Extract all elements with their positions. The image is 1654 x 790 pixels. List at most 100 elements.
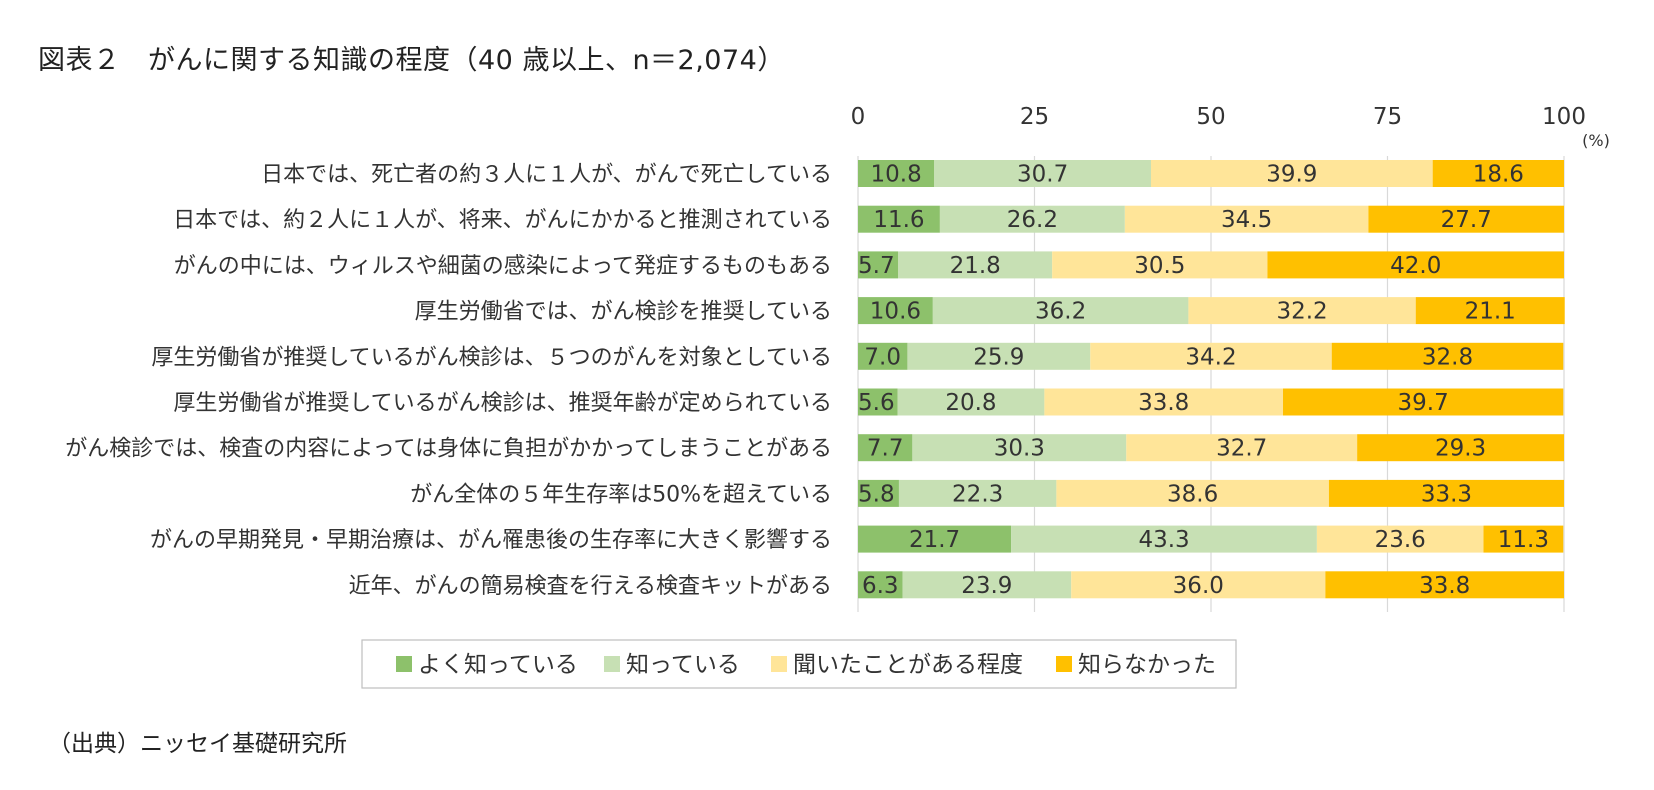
value-label: 42.0 bbox=[1390, 253, 1441, 279]
category-label: 近年、がんの簡易検査を行える検査キットがある bbox=[349, 574, 832, 599]
value-label: 30.3 bbox=[994, 436, 1045, 462]
bar-segment bbox=[1052, 251, 1268, 279]
bar-segment bbox=[898, 251, 1053, 279]
x-tick-label: 100 bbox=[1542, 104, 1586, 130]
category-label: 厚生労働省が推奨しているがん検診は、推奨年齢が定められている bbox=[173, 391, 832, 416]
bar-segment bbox=[1126, 434, 1358, 462]
legend-label: よく知っている bbox=[418, 652, 578, 678]
bar-segment bbox=[1368, 205, 1564, 233]
value-label: 18.6 bbox=[1473, 162, 1524, 188]
bar-segment bbox=[898, 479, 1057, 507]
bar-segment bbox=[1188, 297, 1416, 325]
legend-label: 知らなかった bbox=[1078, 652, 1216, 678]
value-label: 5.7 bbox=[858, 253, 895, 279]
bar-segment bbox=[1071, 571, 1326, 599]
value-label: 5.6 bbox=[858, 390, 895, 416]
category-label: 日本では、約２人に１人が、将来、がんにかかると推測されている bbox=[173, 208, 832, 233]
legend-swatch bbox=[1056, 656, 1072, 672]
value-label: 21.7 bbox=[909, 527, 960, 553]
bar-segment bbox=[858, 342, 908, 370]
value-label: 32.7 bbox=[1216, 436, 1267, 462]
bar-segment bbox=[1011, 525, 1317, 553]
unit-label: (%) bbox=[1582, 131, 1610, 150]
category-label: がん全体の５年生存率は50%を超えている bbox=[410, 482, 832, 507]
legend-swatch bbox=[604, 656, 620, 672]
bar-segment bbox=[1328, 479, 1564, 507]
bar-segment bbox=[1432, 160, 1564, 187]
value-label: 21.1 bbox=[1465, 299, 1516, 325]
category-label: がんの中には、ウィルスや細菌の感染によって発症するものもある bbox=[174, 254, 832, 279]
legend-swatch bbox=[396, 656, 412, 672]
bar-segment bbox=[1090, 342, 1332, 370]
value-label: 33.3 bbox=[1421, 481, 1472, 507]
category-label: 厚生労働省が推奨しているがん検診は、５つのがんを対象としている bbox=[151, 345, 832, 370]
value-label: 7.7 bbox=[867, 436, 904, 462]
value-label: 34.2 bbox=[1185, 344, 1236, 370]
bar-segment bbox=[1124, 205, 1369, 233]
bar-segment bbox=[934, 160, 1151, 187]
bar-segment bbox=[907, 342, 1091, 370]
bar-segment bbox=[858, 571, 903, 599]
bar-segment bbox=[858, 205, 940, 233]
bar-segment bbox=[858, 251, 899, 279]
bar-segment bbox=[858, 388, 898, 416]
legend-swatch bbox=[771, 656, 787, 672]
x-tick-label: 25 bbox=[1020, 104, 1049, 130]
category-label: がんの早期発見・早期治療は、がん罹患後の生存率に大きく影響する bbox=[150, 528, 832, 553]
value-label: 39.9 bbox=[1266, 162, 1317, 188]
value-label: 27.7 bbox=[1441, 207, 1492, 233]
category-label: 日本では、死亡者の約３人に１人が、がんで死亡している bbox=[261, 163, 832, 188]
bar-segment bbox=[858, 160, 935, 187]
bar-segment bbox=[858, 479, 899, 507]
bar-segment bbox=[1415, 297, 1565, 325]
x-tick-label: 75 bbox=[1373, 104, 1402, 130]
value-label: 30.5 bbox=[1134, 253, 1185, 279]
value-label: 23.6 bbox=[1375, 527, 1426, 553]
legend-frame bbox=[361, 639, 1237, 689]
stacked-bar-chart: 0 25 50 75 100(%) 日本では、死亡者の約３人に１人が、がんで死亡している… bbox=[65, 104, 1610, 689]
value-label: 20.8 bbox=[945, 390, 996, 416]
value-label: 33.8 bbox=[1419, 573, 1470, 599]
bar-segment bbox=[858, 525, 1012, 553]
category-label: 厚生労働省では、がん検診を推奨している bbox=[415, 300, 832, 325]
bars bbox=[858, 160, 1565, 599]
value-label: 36.2 bbox=[1035, 299, 1086, 325]
bar-segment bbox=[1316, 525, 1484, 553]
bar-segment bbox=[858, 434, 913, 462]
value-label: 29.3 bbox=[1435, 436, 1486, 462]
bar-segment bbox=[1044, 388, 1284, 416]
bar-segment bbox=[858, 297, 933, 325]
value-label: 36.0 bbox=[1173, 573, 1224, 599]
value-label: 10.6 bbox=[870, 299, 921, 325]
bar-segment bbox=[1283, 388, 1564, 416]
value-label: 32.8 bbox=[1422, 344, 1473, 370]
chart-title: 図表２ がんに関する知識の程度（40 歳以上、n＝2,074） bbox=[38, 45, 785, 76]
value-label: 33.8 bbox=[1138, 390, 1189, 416]
bar-segment bbox=[1483, 525, 1564, 553]
bar-segment bbox=[1325, 571, 1564, 599]
x-tick-label: 0 bbox=[851, 104, 866, 130]
value-label: 38.6 bbox=[1167, 481, 1218, 507]
value-labels: 10.8 30.7 39.9 18.6 11.6 26.2 34.5 27.7 5.7 21.8 3… bbox=[858, 162, 1549, 599]
bar-segment bbox=[1056, 479, 1329, 507]
bar-segment bbox=[902, 571, 1072, 599]
value-label: 34.5 bbox=[1221, 207, 1272, 233]
category-label: がん検診では、検査の内容によっては身体に負担がかかってしまうことがある bbox=[65, 437, 832, 462]
value-label: 7.0 bbox=[864, 344, 901, 370]
x-axis-ticks: 0 25 50 75 100(%) bbox=[851, 104, 1610, 150]
legend: よく知っている 知っている 聞いたことがある程度 知らなかった bbox=[361, 639, 1237, 689]
value-label: 21.8 bbox=[950, 253, 1001, 279]
value-label: 43.3 bbox=[1138, 527, 1189, 553]
bar-segment bbox=[912, 434, 1127, 462]
value-label: 23.9 bbox=[961, 573, 1012, 599]
bar-segment bbox=[1357, 434, 1564, 462]
value-label: 26.2 bbox=[1007, 207, 1058, 233]
value-label: 5.8 bbox=[858, 481, 895, 507]
legend-label: 聞いたことがある程度 bbox=[793, 652, 1023, 678]
value-label: 25.9 bbox=[973, 344, 1024, 370]
value-label: 11.6 bbox=[873, 207, 924, 233]
category-labels: 日本では、死亡者の約３人に１人が、がんで死亡している日本では、約２人に１人が、将… bbox=[65, 163, 832, 599]
value-label: 22.3 bbox=[952, 481, 1003, 507]
source-note: （出典）ニッセイ基礎研究所 bbox=[48, 731, 347, 757]
bar-segment bbox=[1267, 251, 1564, 279]
